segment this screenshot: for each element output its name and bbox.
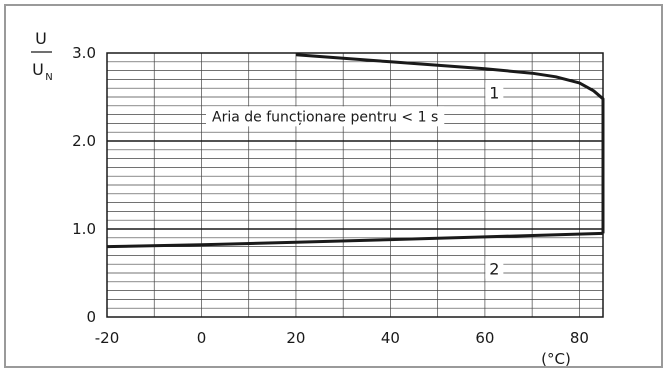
x-tick-labels: -20 0 20 40 60 80 <box>95 329 589 347</box>
y-axis-label-denominator: U <box>32 60 44 79</box>
annotation-text: Aria de funcționare pentru < 1 s <box>212 109 438 125</box>
series-2-line <box>106 231 604 249</box>
series-group: 12 <box>106 53 605 279</box>
x-tick-label: 0 <box>197 329 207 347</box>
grid-minor <box>106 53 603 317</box>
x-axis-unit: (°C) <box>541 350 571 368</box>
y-tick-label: 2.0 <box>72 132 96 150</box>
x-tick-label: 20 <box>286 329 305 347</box>
x-tick-label: 40 <box>381 329 400 347</box>
series-1-line <box>295 53 605 234</box>
series-1-label: 1 <box>489 84 499 103</box>
y-tick-label: 0 <box>86 308 96 326</box>
grid-major <box>107 140 603 230</box>
annotation-background <box>206 106 445 127</box>
x-tick-label: 60 <box>475 329 494 347</box>
x-tick-label: 80 <box>570 329 589 347</box>
y-tick-labels: 0 1.0 2.0 3.0 <box>72 44 96 326</box>
y-tick-label: 3.0 <box>72 44 96 62</box>
series-1-label-bg <box>485 82 504 103</box>
series-2-label-bg <box>485 258 504 279</box>
series-2-label: 2 <box>489 260 499 279</box>
chart-frame <box>4 4 663 368</box>
y-axis-label-numerator: U <box>35 29 47 48</box>
y-axis-label-subscript: N <box>45 72 52 83</box>
y-tick-label: 1.0 <box>72 220 96 238</box>
x-tick-label: -20 <box>95 329 120 347</box>
